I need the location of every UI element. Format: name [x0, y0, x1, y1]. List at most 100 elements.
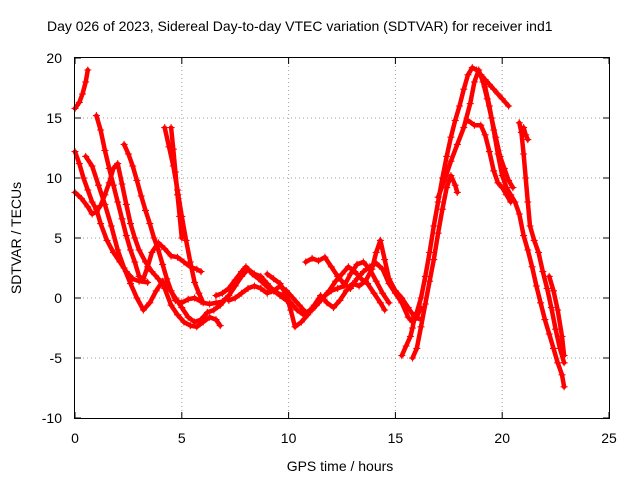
data-point [421, 272, 429, 280]
x-tick-label: 0 [71, 430, 79, 446]
data-point [460, 124, 468, 132]
data-point [203, 308, 211, 316]
data-point [75, 160, 83, 168]
data-point [295, 301, 303, 309]
data-point [212, 292, 220, 300]
data-point [362, 277, 369, 285]
data-point [315, 257, 322, 265]
data-point [191, 294, 199, 302]
data-point [543, 284, 551, 292]
data-point [342, 287, 350, 295]
data-point [379, 265, 387, 273]
y-tick-label: -10 [42, 410, 62, 426]
data-point [92, 112, 100, 120]
data-point [144, 263, 152, 271]
series-line [72, 161, 223, 330]
data-point [174, 253, 181, 261]
data-point [560, 383, 568, 391]
data-point [330, 304, 337, 312]
data-point [404, 313, 412, 321]
data-point [366, 263, 374, 271]
data-point [139, 275, 147, 283]
data-point [186, 322, 194, 330]
data-point [118, 215, 126, 223]
data-point [291, 323, 299, 331]
data-point [244, 284, 252, 292]
data-point [129, 162, 137, 170]
data-point [225, 284, 233, 292]
data-point [456, 102, 463, 110]
series-line [168, 125, 185, 241]
data-point [353, 275, 361, 283]
data-point [120, 264, 128, 272]
data-point [485, 148, 493, 156]
data-point [511, 198, 519, 206]
data-point [97, 220, 105, 228]
series-line [303, 254, 424, 325]
data-point [443, 184, 451, 192]
data-point [109, 248, 117, 256]
data-point [159, 277, 167, 285]
data-point [195, 289, 203, 297]
data-point [460, 85, 468, 93]
data-point [503, 184, 510, 192]
data-point [135, 246, 143, 254]
series-line [410, 173, 460, 361]
data-point [522, 174, 530, 182]
data-point [545, 272, 553, 280]
data-point [477, 71, 485, 79]
y-tick-label: -5 [50, 350, 63, 366]
data-point [379, 289, 387, 297]
data-point [92, 208, 100, 216]
data-point [347, 270, 354, 278]
data-point [199, 299, 207, 307]
x-axis-label: GPS time / hours [287, 458, 394, 474]
data-point [122, 200, 130, 208]
data-point [238, 289, 246, 297]
series-arc-08 [167, 124, 186, 242]
data-point [413, 308, 421, 316]
data-point [114, 198, 122, 206]
data-point [167, 252, 175, 260]
data-point [148, 268, 156, 276]
data-point [490, 85, 498, 93]
data-point [127, 280, 134, 288]
data-point [137, 192, 145, 200]
data-point [193, 265, 201, 273]
data-point [131, 234, 139, 242]
data-point [169, 145, 177, 153]
data-point [122, 232, 130, 240]
x-tick-label: 5 [178, 430, 186, 446]
data-point [144, 278, 152, 286]
data-point [409, 324, 416, 332]
data-point [541, 316, 549, 324]
data-point [340, 280, 348, 288]
data-point [103, 236, 111, 244]
data-point [438, 205, 446, 213]
data-point [494, 150, 502, 158]
data-point [344, 263, 352, 271]
series-arc-03 [71, 160, 224, 331]
data-point [353, 260, 361, 268]
data-point [114, 160, 122, 168]
data-point [197, 268, 205, 276]
x-tick-label: 10 [281, 430, 297, 446]
data-point [421, 300, 429, 308]
data-point [120, 140, 128, 148]
data-point [338, 270, 346, 278]
data-point [218, 298, 226, 306]
data-point [376, 236, 384, 244]
data-point [216, 322, 224, 330]
data-point [464, 116, 472, 124]
data-point [517, 128, 525, 136]
data-point [370, 289, 378, 297]
plot-frame [74, 57, 610, 419]
data-point [212, 316, 220, 324]
data-point [118, 180, 126, 188]
data-point [231, 276, 239, 284]
data-point [191, 278, 199, 286]
data-point [359, 258, 367, 266]
y-tick-label: 15 [46, 110, 62, 126]
data-point [255, 275, 263, 283]
data-point [451, 116, 459, 124]
